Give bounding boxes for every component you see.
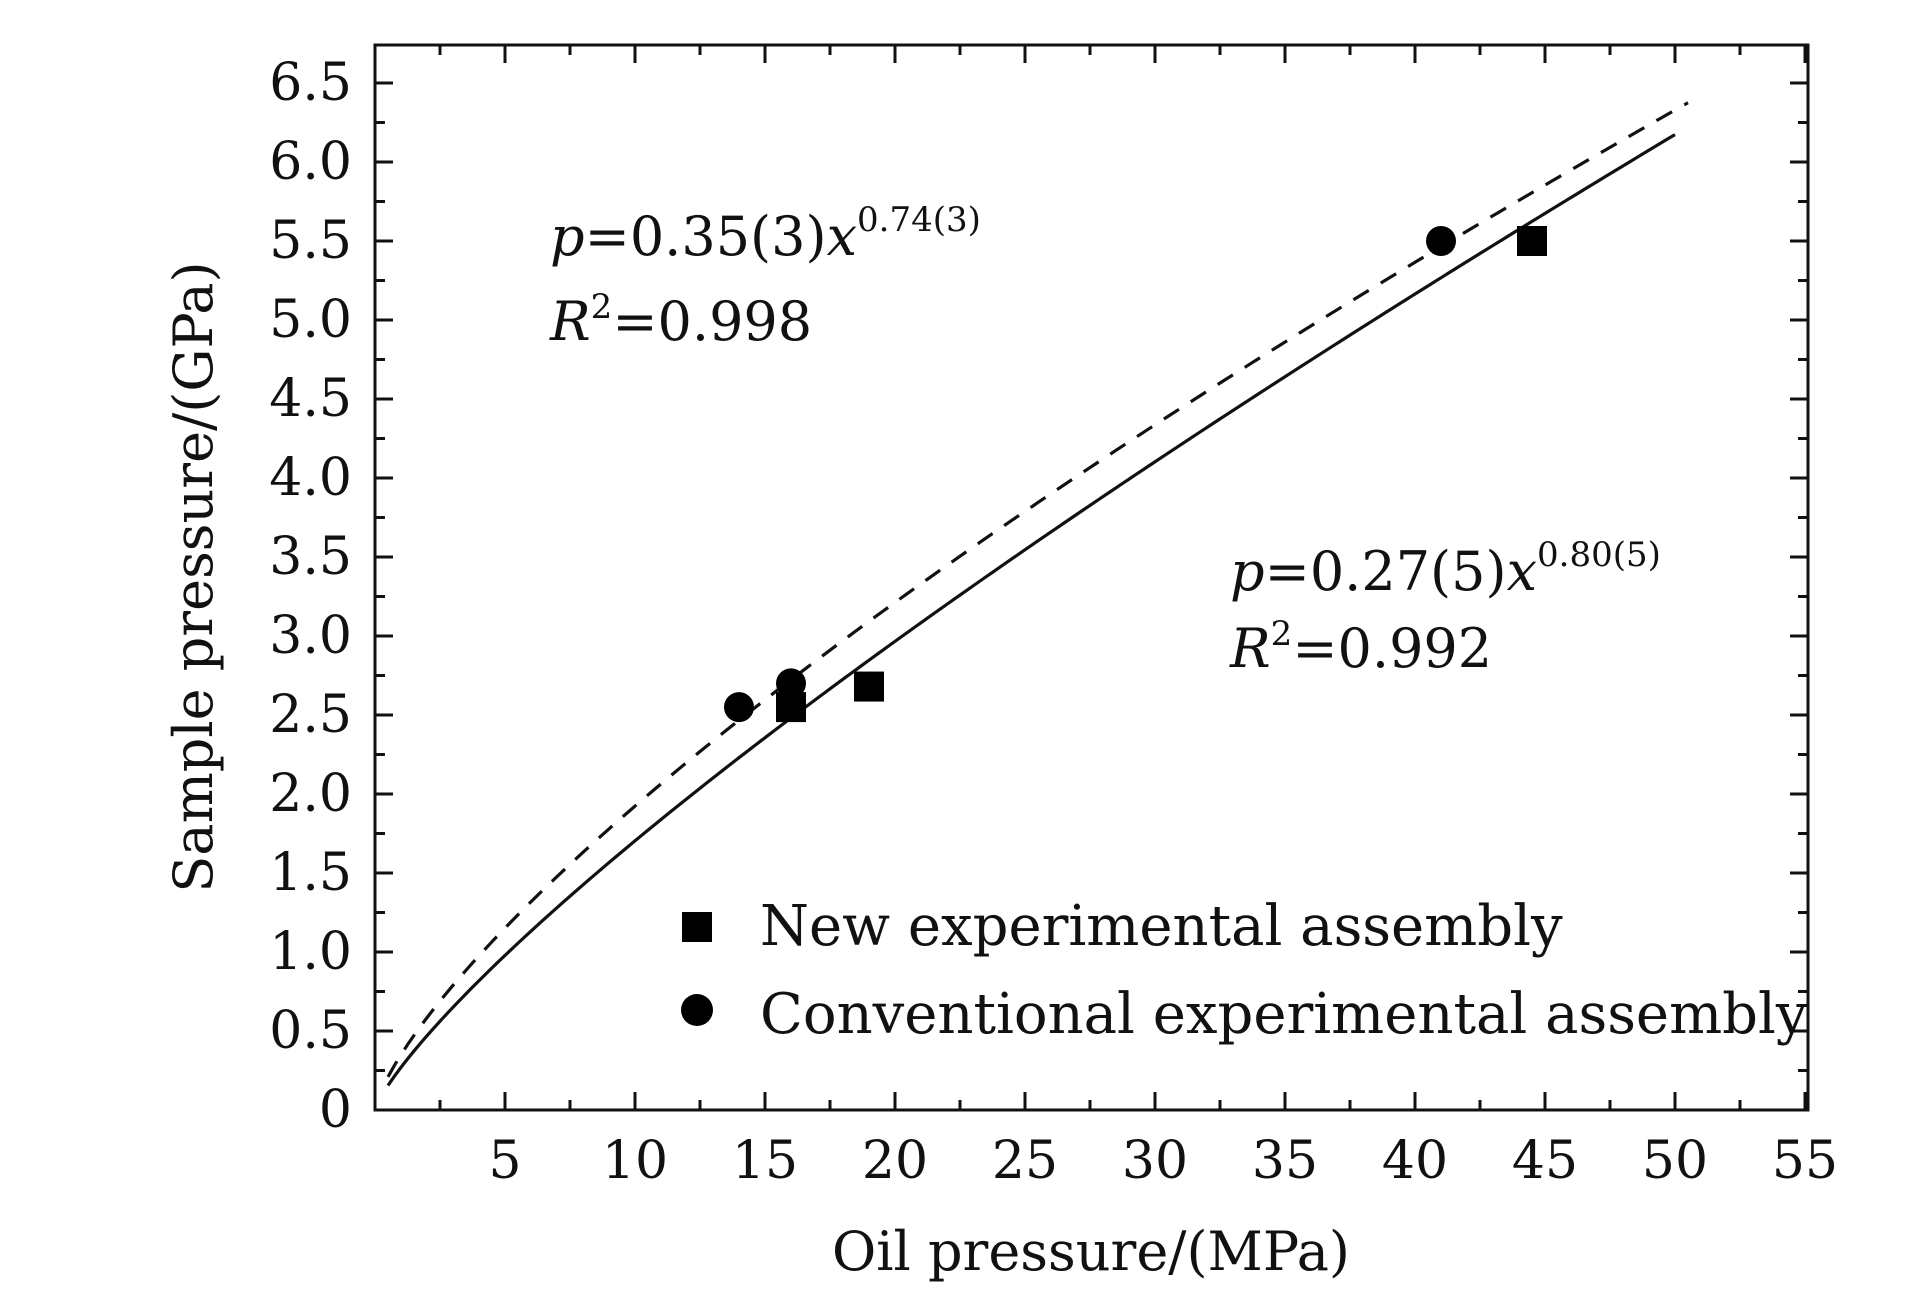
new-r2-sup: 2 (1271, 614, 1293, 654)
conventional-r2-sup: 2 (591, 287, 613, 327)
x-tick-label: 20 (862, 1131, 928, 1191)
fit-lines (386, 101, 1689, 1087)
y-tick-label: 2.5 (269, 685, 352, 745)
new-r2-value: =0.992 (1292, 617, 1492, 680)
x-tick-label: 5 (488, 1131, 521, 1191)
conventional-assembly-point (724, 692, 754, 723)
y-tick-label: 6.0 (269, 132, 352, 192)
conventional-r2-value: =0.998 (612, 290, 812, 353)
conventional-eq-p: p (550, 205, 585, 268)
new-assembly-fit-line (386, 133, 1676, 1087)
conventional-fit-r2: R2=0.998 (549, 287, 812, 353)
axis-ticks (375, 45, 1808, 1110)
new-eq-x: x (1507, 540, 1537, 603)
new-eq-exponent: 0.80(5) (1537, 535, 1661, 575)
new-assembly-point (1517, 226, 1547, 256)
x-axis-title: Oil pressure/(MPa) (832, 1220, 1350, 1283)
y-tick-label: 2.0 (269, 764, 352, 824)
y-tick-label: 5.0 (269, 290, 352, 350)
x-tick-label: 30 (1122, 1131, 1188, 1191)
x-tick-label: 35 (1252, 1131, 1318, 1191)
new-r2-R: R (1229, 617, 1271, 680)
y-tick-label: 1.0 (269, 922, 352, 982)
conventional-assembly-point (776, 668, 806, 699)
new-eq-coef: =0.27(5) (1265, 540, 1507, 603)
y-tick-label: 3.0 (269, 606, 352, 666)
y-tick-label: 3.5 (269, 527, 352, 587)
conventional-r2-R: R (549, 290, 591, 353)
y-tick-label: 0.5 (269, 1001, 352, 1061)
x-tick-label: 10 (602, 1131, 668, 1191)
legend: New experimental assembly Conventional e… (681, 894, 1808, 1047)
y-axis-title: Sample pressure/(GPa) (162, 261, 225, 892)
x-tick-label: 15 (732, 1131, 798, 1191)
data-markers (724, 226, 1547, 723)
conventional-eq-exponent: 0.74(3) (857, 200, 981, 240)
x-tick-label: 25 (992, 1131, 1058, 1191)
legend-marker-square (682, 912, 712, 942)
conventional-assembly-fit-line (386, 101, 1689, 1078)
x-tick-label: 40 (1382, 1131, 1448, 1191)
new-fit-equation: p=0.27(5)x0.80(5) (1230, 535, 1661, 603)
conventional-eq-x: x (827, 205, 857, 268)
new-assembly-point (854, 671, 884, 702)
conventional-eq-coef: =0.35(3) (585, 205, 827, 268)
axis-tick-labels: 5 10 15 20 25 30 35 40 45 50 55 0 0.5 1.0 1.5 2.0 2.5 3.0… (269, 53, 1838, 1191)
x-tick-label: 50 (1642, 1131, 1708, 1191)
legend-label-new: New experimental assembly (760, 894, 1563, 959)
x-tick-label: 55 (1772, 1131, 1838, 1191)
new-fit-r2: R2=0.992 (1229, 614, 1492, 680)
y-tick-label: 6.5 (269, 53, 352, 113)
y-tick-label: 4.0 (269, 448, 352, 508)
x-tick-label: 45 (1512, 1131, 1578, 1191)
legend-label-conventional: Conventional experimental assembly (760, 982, 1808, 1047)
conventional-assembly-point (1426, 226, 1456, 256)
conventional-fit-equation: p=0.35(3)x0.74(3) (550, 200, 981, 268)
y-tick-label: 0 (319, 1080, 352, 1140)
y-tick-label: 4.5 (269, 369, 352, 429)
legend-marker-circle (681, 994, 713, 1026)
y-tick-label: 5.5 (269, 211, 352, 271)
new-eq-p: p (1230, 540, 1265, 603)
y-tick-label: 1.5 (269, 843, 352, 903)
